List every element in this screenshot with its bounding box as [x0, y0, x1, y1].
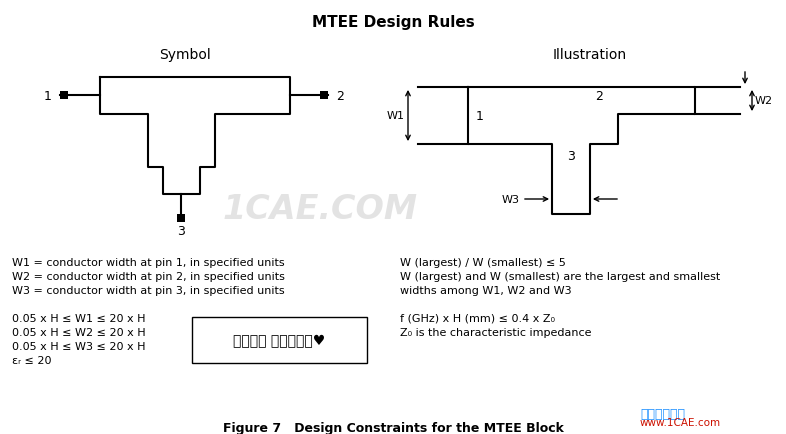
Text: f (GHz) x H (mm) ≤ 0.4 x Z₀: f (GHz) x H (mm) ≤ 0.4 x Z₀ [400, 313, 555, 323]
Text: W3 = conductor width at pin 3, in specified units: W3 = conductor width at pin 3, in specif… [12, 285, 285, 295]
Text: 射频仿真在线: 射频仿真在线 [640, 407, 685, 420]
Polygon shape [320, 92, 328, 100]
Text: 3: 3 [567, 150, 575, 163]
Text: Figure 7   Design Constraints for the MTEE Block: Figure 7 Design Constraints for the MTEE… [222, 421, 564, 434]
Polygon shape [60, 92, 68, 100]
Text: Z₀ is the characteristic impedance: Z₀ is the characteristic impedance [400, 327, 592, 337]
Text: 1CAE.COM: 1CAE.COM [222, 193, 417, 226]
Text: 1: 1 [44, 89, 52, 102]
Text: 2: 2 [595, 90, 603, 103]
Text: W2: W2 [755, 96, 773, 106]
Text: W (largest) and W (smallest) are the largest and smallest: W (largest) and W (smallest) are the lar… [400, 271, 720, 281]
Text: 1: 1 [476, 109, 484, 122]
Text: www.1CAE.com: www.1CAE.com [640, 417, 721, 427]
Text: W1: W1 [387, 111, 405, 121]
Bar [192, 317, 367, 363]
Text: W3: W3 [502, 194, 520, 204]
Text: 0.05 x H ≤ W1 ≤ 20 x H: 0.05 x H ≤ W1 ≤ 20 x H [12, 313, 145, 323]
Text: 2: 2 [336, 89, 344, 102]
Text: W1 = conductor width at pin 1, in specified units: W1 = conductor width at pin 1, in specif… [12, 257, 285, 267]
Text: Symbol: Symbol [159, 48, 211, 62]
Text: 公众号： 射频百花潭♥: 公众号： 射频百花潭♥ [233, 333, 325, 347]
Text: Illustration: Illustration [553, 48, 627, 62]
Text: widths among W1, W2 and W3: widths among W1, W2 and W3 [400, 285, 571, 295]
Text: 0.05 x H ≤ W2 ≤ 20 x H: 0.05 x H ≤ W2 ≤ 20 x H [12, 327, 145, 337]
Polygon shape [177, 214, 185, 223]
Text: 0.05 x H ≤ W3 ≤ 20 x H: 0.05 x H ≤ W3 ≤ 20 x H [12, 341, 145, 351]
Text: 3: 3 [177, 224, 185, 237]
Text: W2 = conductor width at pin 2, in specified units: W2 = conductor width at pin 2, in specif… [12, 271, 285, 281]
Text: MTEE Design Rules: MTEE Design Rules [311, 15, 475, 30]
Text: εᵣ ≤ 20: εᵣ ≤ 20 [12, 355, 52, 365]
Text: W (largest) / W (smallest) ≤ 5: W (largest) / W (smallest) ≤ 5 [400, 257, 566, 267]
